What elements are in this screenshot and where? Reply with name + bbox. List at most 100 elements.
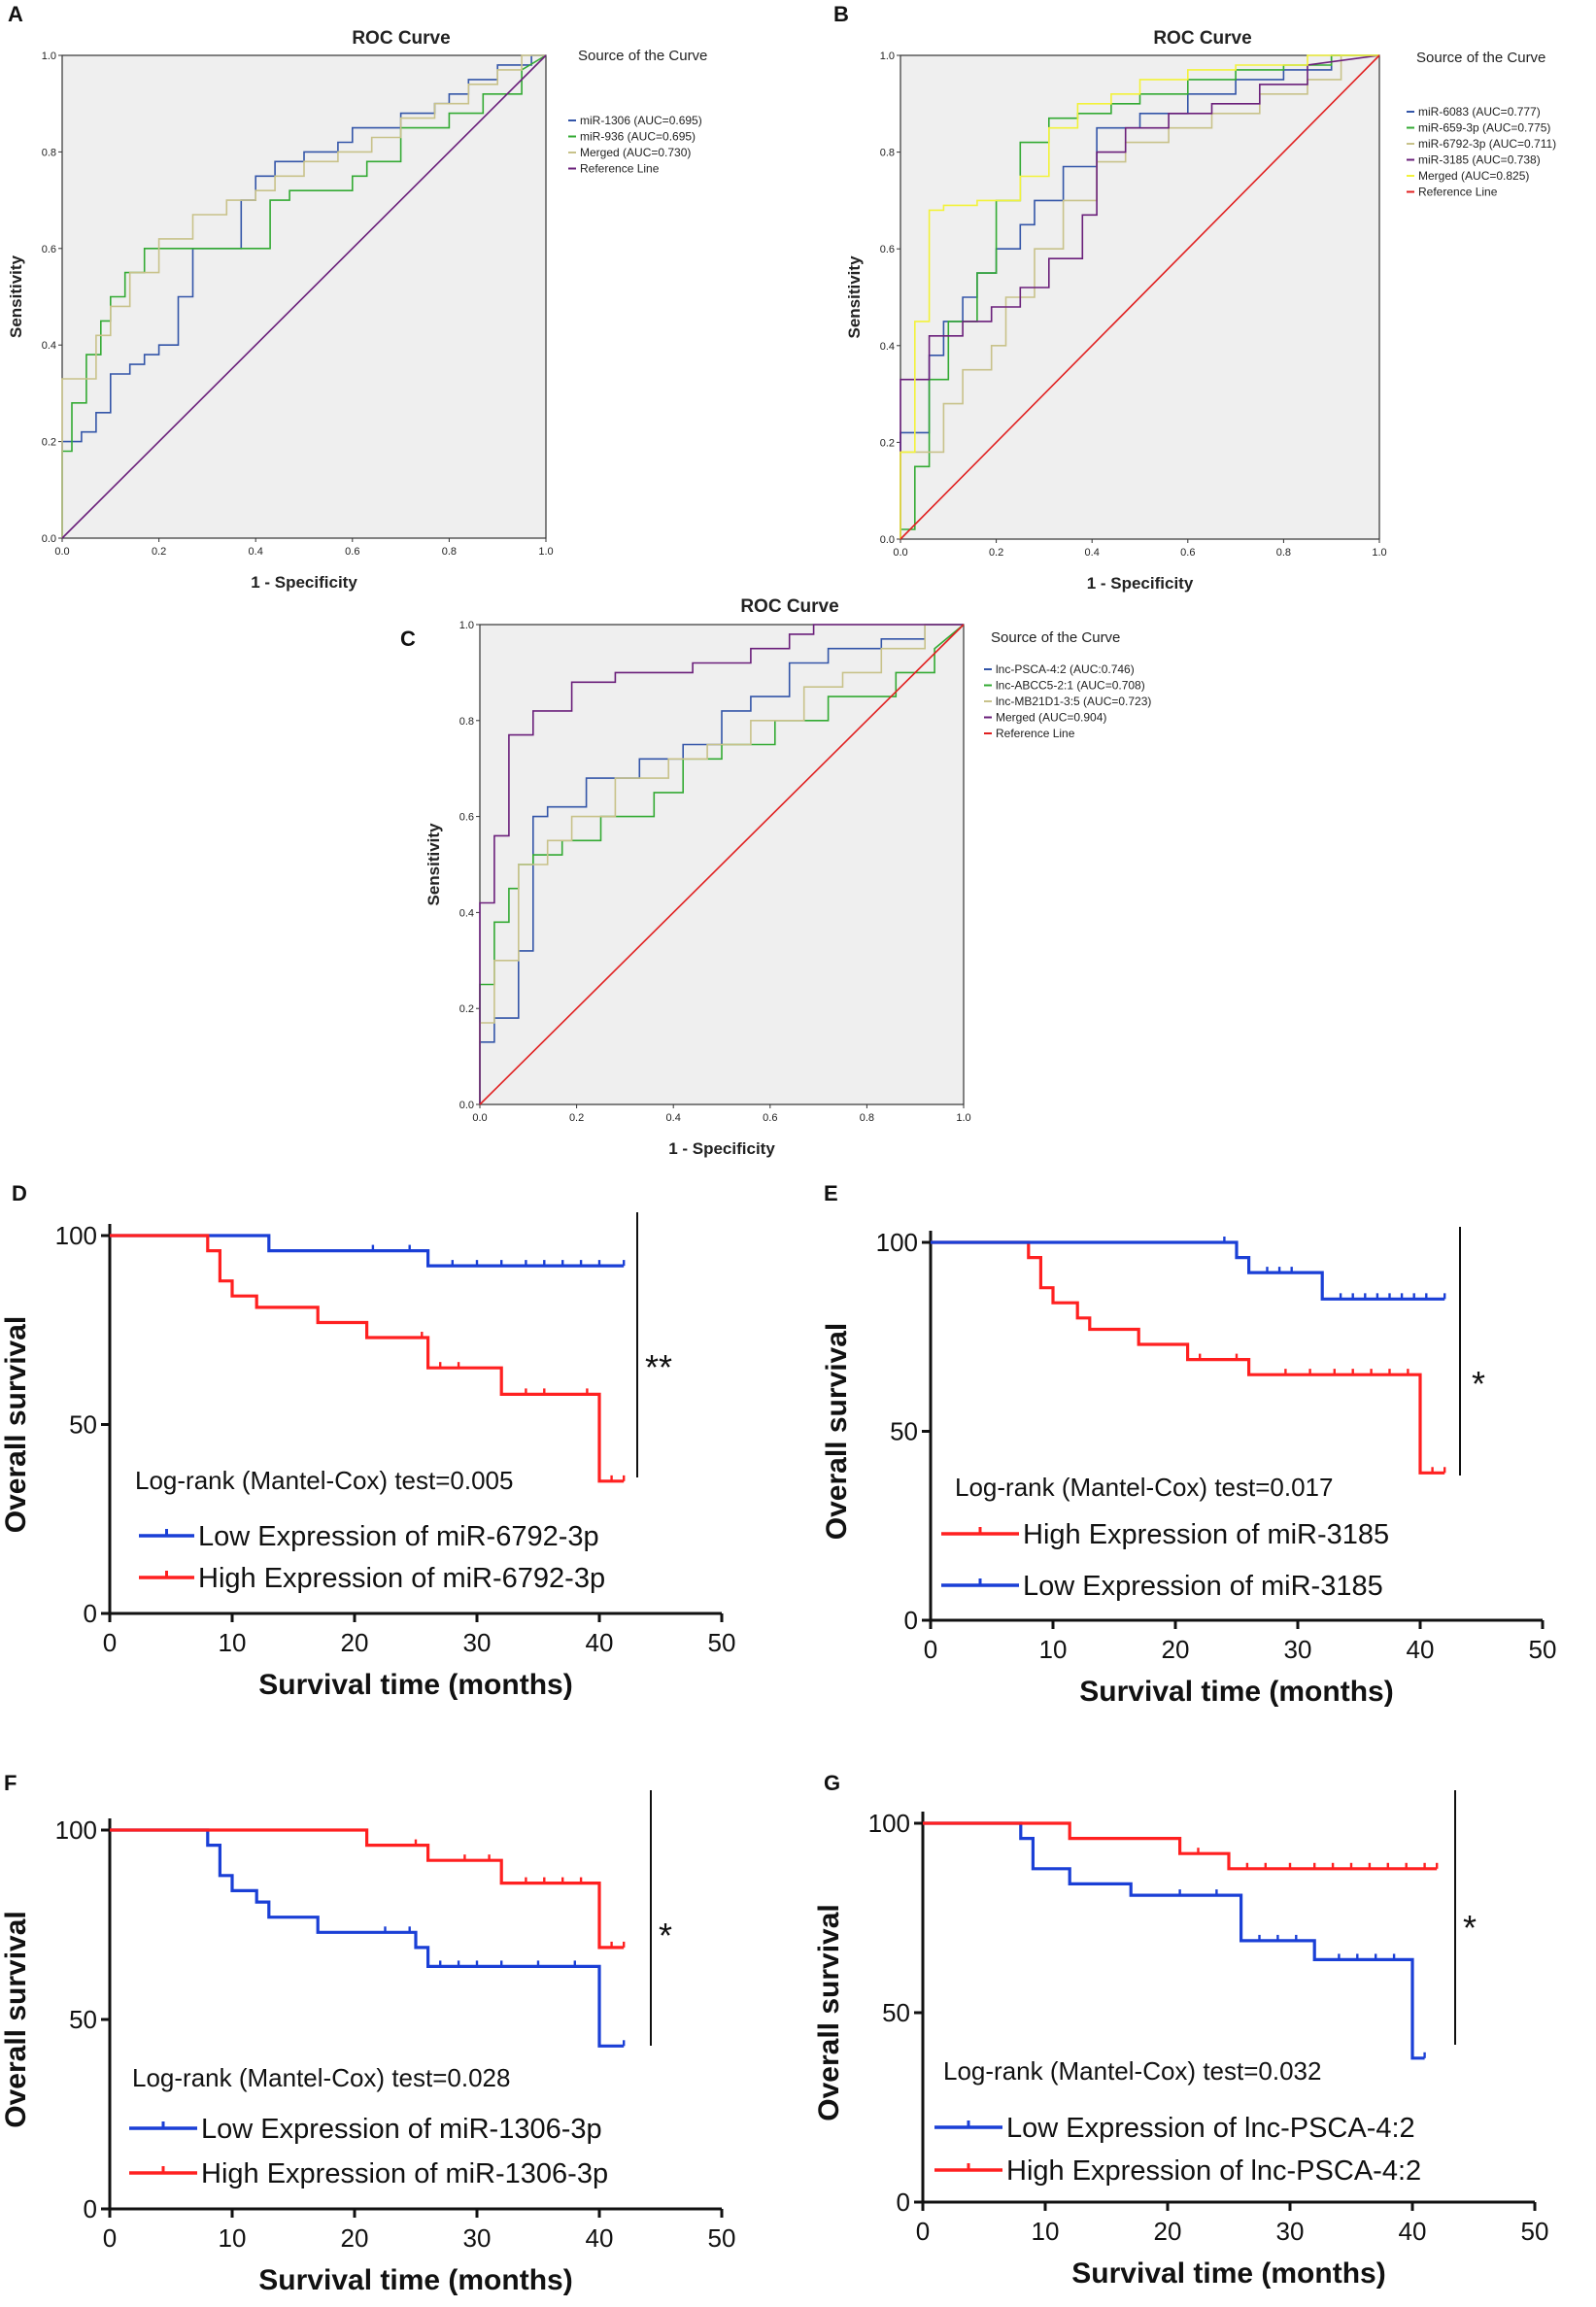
legend-item: miR-659-3p (AUC=0.775): [1418, 121, 1550, 135]
x-tick-label: 30: [1276, 2217, 1305, 2246]
x-axis-label: Survival time (months): [1079, 1676, 1393, 1708]
legend-item: miR-6083 (AUC=0.777): [1418, 105, 1541, 119]
panel-letter: A: [8, 2, 23, 26]
roc-series-line: [61, 54, 546, 538]
x-tick-label: 0.0: [893, 547, 907, 559]
x-tick-label: 40: [586, 2223, 614, 2253]
x-tick-label: 1.0: [538, 546, 553, 558]
roc-chart-a: A ROC Curve 0.0 0.2 0.4 0.6 0.8 1.0 0.0 0.2 0.4 0.6…: [7, 2, 707, 592]
x-tick-label: 0: [916, 2217, 930, 2246]
legend-item: Reference Line: [1418, 186, 1498, 199]
logrank-test-label: Log-rank (Mantel-Cox) test=0.017: [955, 1473, 1333, 1502]
y-axis-label: Sensitivity: [7, 254, 25, 338]
panel-letter: G: [824, 1771, 840, 1795]
chart-title: ROC Curve: [740, 596, 838, 617]
y-tick-label: 0: [904, 1606, 918, 1635]
y-axis-label: Overall survival: [813, 1904, 845, 2120]
y-axis-label: Overall survival: [0, 1911, 32, 2127]
survival-curve: [923, 1821, 1438, 1871]
logrank-test-label: Log-rank (Mantel-Cox) test=0.028: [132, 2063, 510, 2092]
legend-title: Source of the Curve: [1416, 50, 1545, 66]
x-tick-label: 1.0: [956, 1112, 970, 1124]
x-tick-label: 50: [708, 1628, 736, 1657]
survival-curve: [923, 1821, 1425, 2060]
x-tick-label: 0.4: [249, 546, 263, 558]
survival-curve: [110, 1828, 625, 2048]
y-tick-label: 0.8: [880, 148, 895, 159]
y-axis-label: Sensitivity: [845, 255, 864, 339]
y-tick-label: 0.0: [459, 1100, 474, 1111]
y-tick-label: 0.8: [459, 716, 474, 728]
roc-series-line: [61, 54, 546, 538]
x-tick-label: 50: [1521, 2217, 1549, 2246]
survival-curve: [931, 1240, 1445, 1301]
legend-item: High Expression of miR-3185: [1023, 1519, 1389, 1550]
km-chart-d: D 0 10 20 30 40 50 0 50 100 Survival time (months)…: [0, 1181, 735, 1701]
x-tick-label: 0.2: [569, 1112, 584, 1124]
panel-letter: B: [833, 2, 849, 26]
logrank-test-label: Log-rank (Mantel-Cox) test=0.032: [943, 2056, 1321, 2086]
x-tick-label: 0.8: [860, 1112, 874, 1124]
x-tick-label: 10: [1039, 1635, 1068, 1664]
legend-item: lnc-ABCC5-2:1 (AUC=0.708): [996, 679, 1145, 693]
roc-series-line: [900, 54, 1379, 539]
roc-series-line: [61, 54, 547, 538]
y-axis-label: Sensitivity: [424, 823, 443, 906]
x-tick-label: 20: [1154, 2217, 1182, 2246]
x-tick-label: 40: [586, 1628, 614, 1657]
logrank-test-label: Log-rank (Mantel-Cox) test=0.005: [135, 1466, 513, 1495]
y-tick-label: 1.0: [880, 51, 895, 62]
panel-letter: C: [400, 627, 416, 651]
survival-curve: [110, 1234, 625, 1268]
roc-series-line: [479, 624, 964, 1104]
y-tick-label: 0.0: [880, 534, 895, 546]
km-chart-f: F 0 10 20 30 40 50 0 50 100 Survival time (months)…: [0, 1771, 735, 2296]
y-axis-label: Overall survival: [0, 1316, 32, 1533]
x-tick-label: 0.8: [442, 546, 457, 558]
y-tick-label: 0: [84, 1599, 97, 1628]
reference-line: [900, 54, 1380, 540]
legend-title: Source of the Curve: [578, 48, 707, 64]
x-tick-label: 0.0: [472, 1112, 487, 1124]
km-chart-e: E 0 10 20 30 40 50 0 50 100 Survival time (months)…: [821, 1181, 1556, 1708]
legend-item: Merged (AUC=0.825): [1418, 169, 1529, 183]
legend-item: High Expression of miR-6792-3p: [198, 1563, 605, 1594]
x-axis-label: 1 - Specificity: [668, 1139, 775, 1158]
y-tick-label: 100: [55, 1221, 97, 1250]
x-tick-label: 1.0: [1372, 547, 1386, 559]
y-tick-label: 0: [897, 2188, 910, 2217]
x-tick-label: 0.8: [1276, 547, 1291, 559]
legend-item: miR-6792-3p (AUC=0.711): [1418, 137, 1556, 151]
y-tick-label: 0.0: [42, 533, 56, 545]
legend-item: Low Expression of miR-1306-3p: [201, 2114, 602, 2145]
x-tick-label: 40: [1399, 2217, 1427, 2246]
x-tick-label: 20: [1162, 1635, 1190, 1664]
x-tick-label: 30: [463, 1628, 492, 1657]
x-tick-label: 10: [1032, 2217, 1060, 2246]
y-tick-label: 50: [69, 2005, 97, 2034]
y-tick-label: 0.2: [880, 437, 895, 449]
significance-marker: **: [645, 1347, 672, 1387]
x-axis-label: 1 - Specificity: [1087, 574, 1194, 593]
x-tick-label: 0: [103, 1628, 117, 1657]
y-tick-label: 0.4: [880, 341, 895, 353]
legend-item: lnc-PSCA-4:2 (AUC:0.746): [996, 662, 1135, 676]
y-tick-label: 0: [84, 2194, 97, 2223]
x-axis-label: Survival time (months): [1071, 2257, 1385, 2290]
legend-item: lnc-MB21D1-3:5 (AUC=0.723): [996, 695, 1151, 708]
y-tick-label: 0.6: [42, 244, 56, 255]
survival-curve: [110, 1828, 625, 1950]
y-tick-label: 0.2: [459, 1003, 474, 1015]
x-tick-label: 0: [103, 2223, 117, 2253]
x-tick-label: 0.6: [763, 1112, 777, 1124]
x-tick-label: 0.2: [989, 547, 1003, 559]
x-tick-label: 0.0: [54, 546, 69, 558]
y-tick-label: 50: [882, 1998, 910, 2027]
x-tick-label: 0.6: [1180, 547, 1195, 559]
legend-item: Merged (AUC=0.904): [996, 711, 1106, 725]
y-tick-label: 0.6: [459, 812, 474, 824]
x-axis-label: Survival time (months): [258, 2264, 572, 2296]
reference-line: [479, 624, 965, 1105]
significance-marker: *: [1463, 1908, 1477, 1948]
y-axis-label: Overall survival: [821, 1323, 853, 1540]
